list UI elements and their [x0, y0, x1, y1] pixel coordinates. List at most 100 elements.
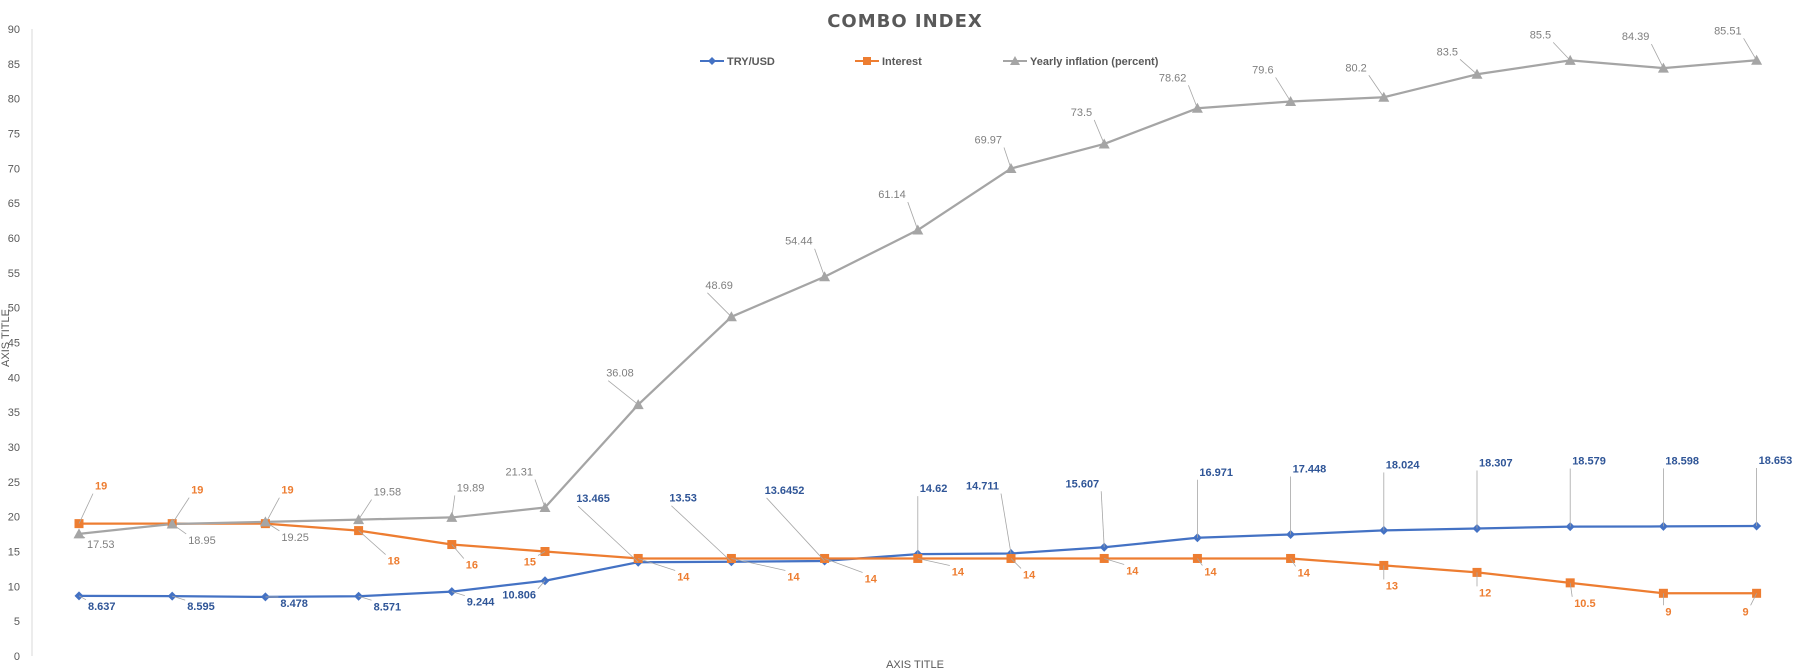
y-tick-label: 80	[8, 94, 20, 106]
data-label: 15.607	[1066, 478, 1100, 490]
y-tick-label: 35	[8, 407, 20, 419]
label-leader	[814, 248, 825, 277]
y-tick-label: 85	[8, 59, 20, 71]
data-label: 8.637	[88, 601, 116, 613]
data-label: 84.39	[1622, 31, 1650, 43]
label-leader	[1750, 593, 1757, 606]
label-leader	[1651, 43, 1664, 69]
y-tick-label: 0	[14, 651, 20, 663]
label-leader	[671, 505, 732, 563]
data-label: 9	[1665, 606, 1671, 618]
y-tick-label: 15	[8, 546, 20, 558]
legend-label: TRY/USD	[727, 56, 775, 68]
data-label: 13.6452	[765, 485, 805, 497]
data-label: 19.89	[457, 482, 485, 494]
data-label: 48.69	[705, 280, 733, 292]
label-leader	[707, 292, 732, 318]
data-label: 19.25	[281, 532, 309, 544]
y-tick-label: 30	[8, 442, 20, 454]
label-leader	[731, 558, 786, 571]
data-label: 12	[1479, 587, 1491, 599]
label-leader	[577, 505, 639, 563]
data-label: 14	[952, 566, 965, 578]
label-leader	[1188, 85, 1198, 109]
y-tick-label: 70	[8, 163, 20, 175]
data-label: 8.571	[374, 601, 402, 613]
label-leader	[1569, 582, 1573, 597]
data-label: 14.711	[966, 481, 999, 493]
y-tick-label: 90	[8, 24, 20, 36]
legend-marker	[708, 57, 716, 65]
chart-title: COMBO INDEX	[827, 11, 983, 32]
label-leader	[824, 558, 863, 573]
data-label: 8.595	[187, 601, 215, 613]
y-tick-label: 65	[8, 198, 20, 210]
data-label: 78.62	[1159, 72, 1187, 84]
data-label: 85.5	[1530, 29, 1551, 41]
y-tick-label: 45	[8, 337, 20, 349]
data-label: 18.95	[188, 535, 216, 547]
data-label: 10.5	[1574, 598, 1595, 610]
data-label: 18	[388, 556, 400, 568]
data-label: 21.31	[505, 467, 533, 479]
data-label: 14	[1298, 567, 1311, 579]
label-leader	[171, 497, 190, 524]
data-label: 14	[865, 573, 878, 585]
data-label: 54.44	[785, 236, 813, 248]
y-tick-label: 55	[8, 268, 20, 280]
data-labels-layer: 8.637 8.595 8.478 8.571 9.244 10.806 13.465 13.…	[78, 25, 1793, 618]
legend-marker	[1010, 56, 1020, 65]
data-label: 73.5	[1071, 107, 1092, 119]
y-tick-label: 40	[8, 372, 20, 384]
data-label: 61.14	[878, 189, 906, 201]
data-label: 14	[787, 571, 800, 583]
data-label: 13.465	[576, 493, 610, 505]
label-leader	[171, 523, 187, 535]
data-label: 17.53	[87, 539, 115, 551]
data-label: 85.51	[1714, 25, 1742, 37]
data-label: 10.806	[502, 590, 536, 602]
label-leader	[78, 595, 87, 601]
label-leader	[766, 497, 825, 562]
data-label: 18.307	[1479, 457, 1513, 469]
y-tick-label: 75	[8, 128, 20, 140]
x-axis-title: AXIS TITLE	[886, 659, 944, 668]
label-leader	[1197, 558, 1203, 566]
label-leader	[172, 595, 186, 601]
data-label: 18.579	[1572, 456, 1606, 468]
label-leader	[1275, 77, 1291, 102]
data-label: 19	[281, 485, 293, 497]
data-label: 9.244	[467, 597, 495, 609]
data-label: 15	[524, 556, 536, 568]
legend: TRY/USD Interest Yearly inflation (percent…	[700, 56, 1159, 68]
data-label: 14	[1023, 569, 1036, 581]
label-leader	[265, 497, 280, 524]
y-tick-label: 5	[14, 616, 20, 628]
data-label: 18.653	[1759, 455, 1793, 467]
y-axis-title: AXIS TITLE	[0, 309, 12, 367]
label-leader	[534, 479, 546, 508]
data-label: 19	[191, 485, 203, 497]
data-label: 19.58	[374, 487, 402, 499]
label-leader	[1093, 119, 1105, 145]
label-leader	[1003, 147, 1012, 169]
label-leader	[638, 558, 676, 571]
data-label: 13.53	[669, 493, 697, 505]
label-leader	[1000, 493, 1012, 554]
data-label: 83.5	[1437, 46, 1458, 58]
label-leader	[1104, 558, 1125, 565]
data-label: 16	[466, 560, 478, 572]
legend-label: Yearly inflation (percent)	[1030, 56, 1159, 68]
data-label: 18.024	[1386, 459, 1421, 471]
y-axis: 0 5 10 15 20 25 30 35 40 45 50 55 60 65 70 75 80 85 90	[8, 24, 33, 663]
data-label: 14	[1204, 566, 1217, 578]
y-tick-label: 60	[8, 233, 20, 245]
data-label: 17.448	[1293, 463, 1327, 475]
y-tick-label: 20	[8, 512, 20, 524]
data-label: 9	[1742, 606, 1748, 618]
label-leader	[78, 533, 86, 539]
label-leader	[451, 495, 456, 518]
data-label: 80.2	[1345, 62, 1366, 74]
